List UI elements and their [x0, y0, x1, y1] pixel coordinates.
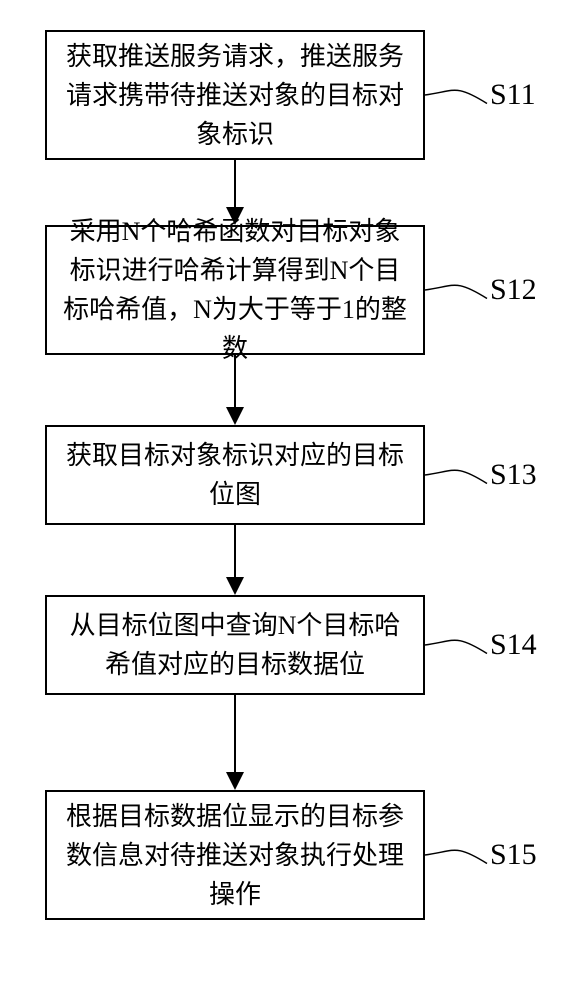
- arrow-head-s13-s14: [226, 577, 244, 595]
- connector-s13: [425, 470, 487, 483]
- flow-node-text: 获取目标对象标识对应的目标位图: [61, 436, 409, 514]
- flow-node-text: 从目标位图中查询N个目标哈希值对应的目标数据位: [61, 606, 409, 684]
- step-label-s12: S12: [490, 273, 537, 307]
- flow-node-text: 获取推送服务请求，推送服务请求携带待推送对象的目标对象标识: [61, 37, 409, 154]
- flow-node-s11: 获取推送服务请求，推送服务请求携带待推送对象的目标对象标识: [45, 30, 425, 160]
- step-label-s15: S15: [490, 838, 537, 872]
- arrow-head-s12-s13: [226, 407, 244, 425]
- flow-node-s14: 从目标位图中查询N个目标哈希值对应的目标数据位: [45, 595, 425, 695]
- step-label-s14: S14: [490, 628, 537, 662]
- flow-node-s12: 采用N个哈希函数对目标对象标识进行哈希计算得到N个目标哈希值，N为大于等于1的整…: [45, 225, 425, 355]
- step-label-s11: S11: [490, 78, 536, 112]
- flow-node-text: 根据目标数据位显示的目标参数信息对待推送对象执行处理操作: [61, 797, 409, 914]
- connector-s15: [425, 850, 487, 863]
- connector-s11: [425, 90, 487, 103]
- connector-s12: [425, 285, 487, 298]
- flowchart-canvas: 获取推送服务请求，推送服务请求携带待推送对象的目标对象标识采用N个哈希函数对目标…: [0, 0, 585, 1000]
- step-label-s13: S13: [490, 458, 537, 492]
- arrow-head-s14-s15: [226, 772, 244, 790]
- flow-node-s13: 获取目标对象标识对应的目标位图: [45, 425, 425, 525]
- flow-node-text: 采用N个哈希函数对目标对象标识进行哈希计算得到N个目标哈希值，N为大于等于1的整…: [61, 212, 409, 368]
- flow-node-s15: 根据目标数据位显示的目标参数信息对待推送对象执行处理操作: [45, 790, 425, 920]
- connector-s14: [425, 640, 487, 653]
